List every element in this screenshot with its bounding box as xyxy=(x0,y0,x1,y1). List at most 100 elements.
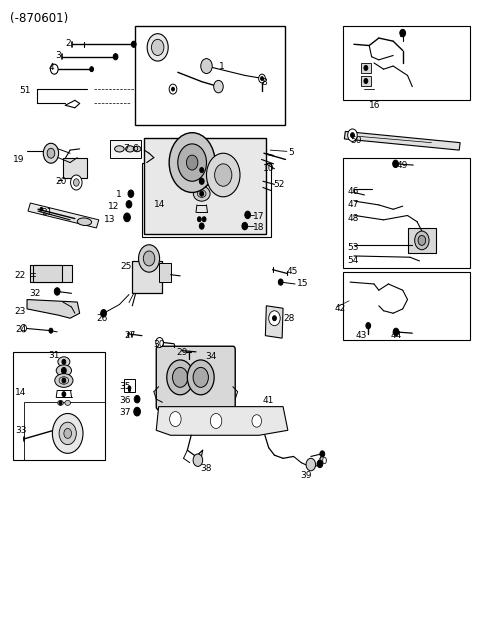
Bar xyxy=(33,265,62,282)
Circle shape xyxy=(169,133,215,192)
Circle shape xyxy=(128,190,134,197)
Ellipse shape xyxy=(193,186,210,201)
Text: 8: 8 xyxy=(262,79,267,87)
Text: 52: 52 xyxy=(274,180,285,190)
Polygon shape xyxy=(156,407,288,436)
Text: 5: 5 xyxy=(288,148,294,157)
Circle shape xyxy=(350,133,354,138)
Polygon shape xyxy=(28,203,99,228)
Text: 2: 2 xyxy=(65,39,71,47)
Text: 31: 31 xyxy=(48,351,60,360)
Text: 49: 49 xyxy=(397,161,408,170)
Circle shape xyxy=(393,328,399,336)
Text: 35: 35 xyxy=(120,383,131,391)
Bar xyxy=(63,158,87,178)
Text: 1: 1 xyxy=(218,62,224,71)
Circle shape xyxy=(61,368,66,374)
Text: 50: 50 xyxy=(350,135,361,145)
Circle shape xyxy=(167,360,193,395)
Circle shape xyxy=(134,396,140,403)
Text: 46: 46 xyxy=(348,187,359,197)
Circle shape xyxy=(210,414,222,429)
Text: (-870601): (-870601) xyxy=(10,12,69,24)
Circle shape xyxy=(201,59,212,74)
Circle shape xyxy=(90,67,94,72)
Text: 44: 44 xyxy=(391,331,402,340)
Bar xyxy=(343,271,470,340)
Bar xyxy=(343,158,470,268)
Bar xyxy=(132,261,162,293)
Text: 21: 21 xyxy=(41,208,53,217)
Circle shape xyxy=(124,213,131,222)
Bar xyxy=(124,379,135,392)
Circle shape xyxy=(171,87,174,91)
Circle shape xyxy=(400,29,406,37)
Circle shape xyxy=(199,223,204,229)
Bar xyxy=(12,353,105,460)
Circle shape xyxy=(101,310,107,317)
Ellipse shape xyxy=(133,146,141,152)
Circle shape xyxy=(62,359,66,364)
Circle shape xyxy=(156,338,163,348)
Ellipse shape xyxy=(77,218,92,225)
Text: 25: 25 xyxy=(120,262,132,271)
Text: 42: 42 xyxy=(335,305,346,313)
Ellipse shape xyxy=(197,190,206,197)
Ellipse shape xyxy=(65,401,71,406)
Bar xyxy=(343,26,470,100)
Ellipse shape xyxy=(115,146,124,152)
Circle shape xyxy=(199,178,204,184)
Bar xyxy=(158,263,170,282)
Circle shape xyxy=(59,401,62,405)
Text: 38: 38 xyxy=(201,464,212,474)
Text: 18: 18 xyxy=(253,223,264,232)
Circle shape xyxy=(245,211,251,218)
Circle shape xyxy=(50,64,58,74)
Text: 17: 17 xyxy=(253,212,264,222)
Bar xyxy=(24,402,105,460)
Polygon shape xyxy=(344,132,460,150)
Circle shape xyxy=(306,458,316,470)
Circle shape xyxy=(418,235,426,245)
Ellipse shape xyxy=(58,401,63,406)
Circle shape xyxy=(62,378,66,383)
Circle shape xyxy=(139,245,159,272)
Ellipse shape xyxy=(196,165,207,175)
Bar xyxy=(110,140,141,158)
Circle shape xyxy=(193,454,203,466)
Circle shape xyxy=(132,41,136,47)
Circle shape xyxy=(317,460,323,467)
Circle shape xyxy=(43,144,59,163)
Text: 15: 15 xyxy=(297,280,308,288)
Text: 3: 3 xyxy=(56,51,61,60)
Text: 9: 9 xyxy=(398,31,404,39)
Text: 12: 12 xyxy=(108,202,120,211)
Circle shape xyxy=(172,368,188,388)
Text: 43: 43 xyxy=(356,331,367,340)
Circle shape xyxy=(186,155,198,170)
Circle shape xyxy=(169,412,181,427)
Circle shape xyxy=(200,191,204,196)
Bar xyxy=(360,63,371,73)
Circle shape xyxy=(113,54,118,60)
Text: 30: 30 xyxy=(153,340,164,349)
Circle shape xyxy=(62,392,66,397)
Text: 51: 51 xyxy=(19,87,30,95)
Circle shape xyxy=(64,429,72,439)
Text: 33: 33 xyxy=(15,426,26,435)
Circle shape xyxy=(40,207,43,211)
Circle shape xyxy=(259,74,265,83)
Text: 16: 16 xyxy=(369,101,381,110)
Ellipse shape xyxy=(194,175,209,187)
Text: 32: 32 xyxy=(29,289,41,298)
Circle shape xyxy=(49,328,53,333)
Text: 28: 28 xyxy=(283,314,294,323)
Text: 24: 24 xyxy=(15,325,26,334)
Circle shape xyxy=(178,144,206,181)
FancyBboxPatch shape xyxy=(156,346,235,410)
Circle shape xyxy=(197,217,201,222)
Ellipse shape xyxy=(58,357,70,367)
Circle shape xyxy=(364,79,368,84)
Text: 34: 34 xyxy=(205,353,217,361)
Bar xyxy=(408,228,436,253)
